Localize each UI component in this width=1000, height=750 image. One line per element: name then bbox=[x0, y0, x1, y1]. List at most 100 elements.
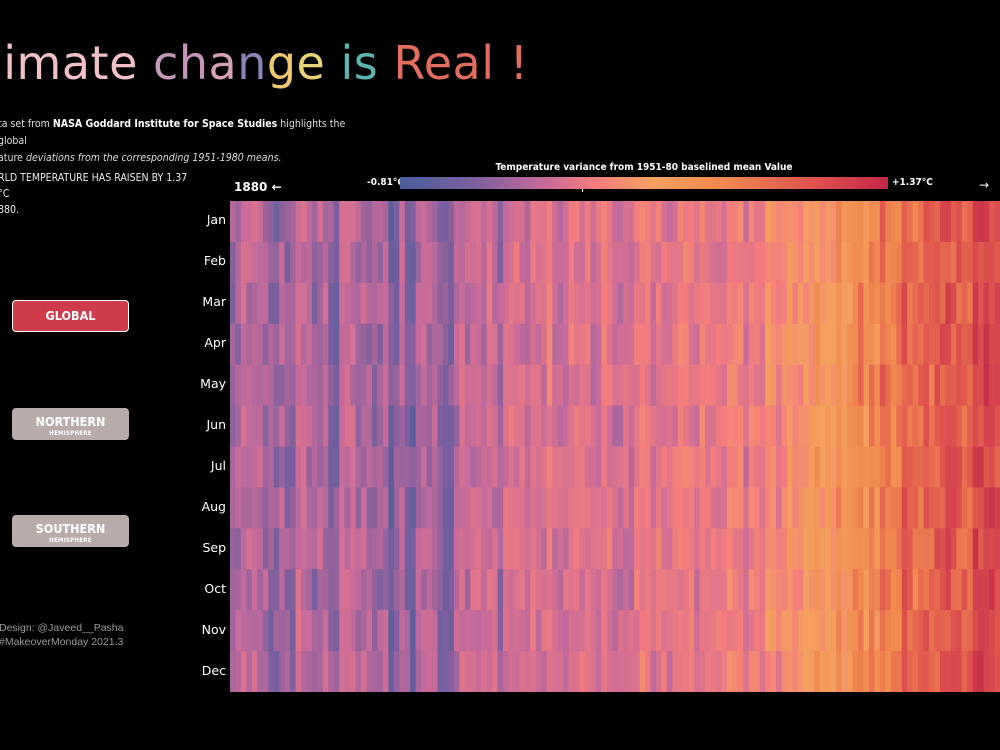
heatmap-cell bbox=[819, 446, 826, 488]
heatmap-cell bbox=[382, 364, 389, 406]
title-part-8: Real ! bbox=[393, 36, 529, 90]
heatmap-cell bbox=[743, 323, 750, 366]
heatmap-cell bbox=[792, 282, 799, 325]
heatmap-cell bbox=[814, 241, 821, 284]
heatmap-cell bbox=[568, 528, 575, 570]
heatmap-cell bbox=[819, 241, 826, 284]
heatmap-cell bbox=[350, 201, 356, 243]
heatmap-cell bbox=[235, 610, 242, 652]
heatmap-cell bbox=[759, 241, 766, 284]
heatmap-cell bbox=[475, 201, 482, 243]
heatmap-cell bbox=[328, 323, 335, 366]
heatmap-cell bbox=[852, 487, 859, 529]
heatmap-cell bbox=[404, 364, 411, 406]
heatmap-cell bbox=[841, 610, 848, 652]
heatmap-cell bbox=[634, 569, 640, 611]
temperature-stat: RLD TEMPERATURE HAS RAISEN BY 1.37 °C 88… bbox=[0, 172, 188, 216]
heatmap-cell bbox=[726, 569, 733, 611]
heatmap-cell bbox=[819, 528, 826, 570]
heatmap-cell bbox=[404, 323, 411, 366]
heatmap-cell bbox=[797, 201, 804, 243]
heatmap-cell bbox=[901, 323, 908, 366]
heatmap-cell bbox=[983, 651, 990, 692]
heatmap-cell bbox=[552, 528, 559, 570]
heatmap-cell bbox=[366, 651, 373, 692]
heatmap-cell bbox=[361, 241, 367, 284]
heatmap-cell bbox=[350, 446, 356, 488]
heatmap-cell bbox=[830, 528, 837, 570]
heatmap-cell bbox=[885, 405, 892, 447]
heatmap-cell bbox=[404, 651, 411, 692]
heatmap-cell bbox=[803, 528, 810, 570]
heatmap-cell bbox=[388, 364, 395, 406]
heatmap-cell bbox=[950, 569, 957, 611]
heatmap-cell bbox=[371, 651, 378, 692]
heatmap-cell bbox=[825, 610, 832, 652]
heatmap-cell bbox=[639, 487, 646, 529]
heatmap-cell bbox=[623, 487, 630, 529]
heatmap-cell bbox=[776, 282, 782, 325]
heatmap-cell bbox=[579, 282, 586, 325]
heatmap-cell bbox=[464, 610, 471, 652]
heatmap-cell bbox=[655, 364, 662, 406]
heatmap-cell bbox=[923, 569, 930, 611]
heatmap-cell bbox=[535, 569, 542, 611]
heatmap-cell bbox=[634, 610, 640, 652]
heatmap-cell bbox=[956, 405, 963, 447]
heatmap-cell bbox=[710, 528, 717, 570]
heatmap-cell bbox=[268, 201, 275, 243]
heatmap-cell bbox=[830, 610, 837, 652]
heatmap-cell bbox=[535, 446, 542, 488]
heatmap-cell bbox=[410, 610, 417, 652]
heatmap-cell bbox=[716, 487, 722, 529]
heatmap-cell bbox=[448, 282, 455, 325]
heatmap-cell bbox=[300, 405, 307, 447]
heatmap-cell bbox=[268, 282, 275, 325]
heatmap-cell bbox=[268, 569, 275, 611]
heatmap-cell bbox=[694, 651, 701, 692]
global-button[interactable]: GLOBAL bbox=[12, 300, 129, 332]
heatmap-cell bbox=[530, 651, 537, 692]
heatmap-cell bbox=[934, 528, 941, 570]
heatmap-cell bbox=[885, 569, 892, 611]
heatmap-cell bbox=[508, 282, 515, 325]
heatmap-cell bbox=[623, 282, 630, 325]
heatmap-cell bbox=[240, 651, 247, 692]
heatmap-cell bbox=[672, 446, 679, 488]
heatmap-cell bbox=[939, 364, 946, 406]
scroll-right-arrow[interactable]: → bbox=[979, 178, 990, 192]
heatmap-cell bbox=[306, 282, 313, 325]
heatmap-cell bbox=[410, 487, 417, 529]
heatmap-cell bbox=[541, 487, 548, 529]
heatmap-cell bbox=[939, 651, 946, 692]
heatmap-cell bbox=[432, 610, 438, 652]
heatmap-cell bbox=[705, 446, 711, 488]
heatmap-cell bbox=[317, 651, 324, 692]
heatmap-cell bbox=[770, 364, 777, 406]
heatmap-cell bbox=[896, 364, 903, 406]
heatmap-cell bbox=[836, 528, 843, 570]
heatmap-cell bbox=[683, 364, 690, 406]
heatmap-cell bbox=[574, 201, 580, 243]
heatmap-cell bbox=[836, 282, 843, 325]
heatmap-cell bbox=[858, 528, 864, 570]
heatmap-cell bbox=[896, 201, 903, 243]
heatmap-cell bbox=[317, 405, 324, 447]
southern-hemisphere-button[interactable]: SOUTHERN HEMISPHERE bbox=[12, 515, 129, 547]
heatmap-cell bbox=[350, 364, 356, 406]
heatmap-cell bbox=[716, 569, 722, 611]
heatmap-cell bbox=[557, 241, 564, 284]
heatmap-cell bbox=[896, 241, 903, 284]
heatmap-cell bbox=[426, 446, 433, 488]
heatmap-cell bbox=[333, 487, 340, 529]
heatmap-cell bbox=[235, 282, 242, 325]
heatmap-cell bbox=[284, 610, 291, 652]
heatmap-cell bbox=[918, 282, 924, 325]
heatmap-cell bbox=[557, 651, 564, 692]
northern-hemisphere-button[interactable]: NORTHERN HEMISPHERE bbox=[12, 408, 129, 440]
heatmap-cell bbox=[645, 364, 651, 406]
heatmap-cell bbox=[705, 569, 711, 611]
heatmap-cell bbox=[918, 323, 924, 366]
heatmap-cell bbox=[300, 323, 307, 366]
heatmap-cell bbox=[743, 487, 750, 529]
